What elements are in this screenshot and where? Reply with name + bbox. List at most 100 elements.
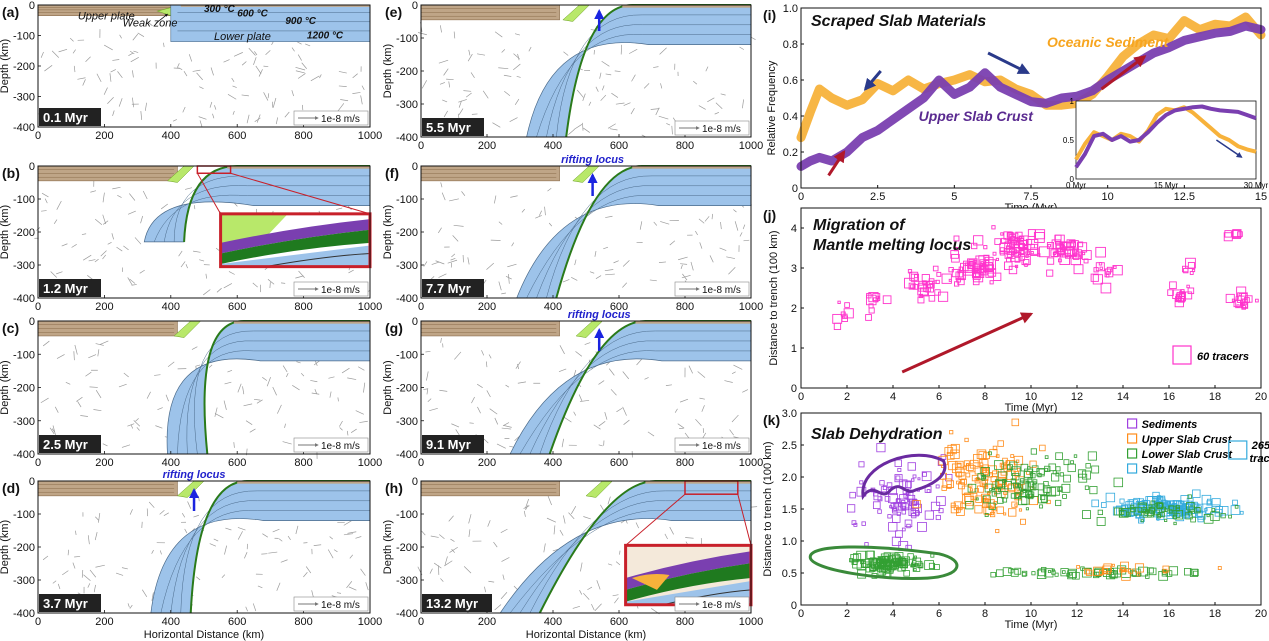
- velocity-vector: [129, 193, 136, 201]
- velocity-vector: [563, 515, 566, 524]
- velocity-vector: [568, 129, 575, 135]
- tracer-point-lower: [869, 565, 876, 573]
- velocity-vector: [616, 407, 623, 413]
- tracer-point: [1185, 257, 1196, 269]
- velocity-vector: [643, 83, 650, 89]
- x-tick-label: 800: [676, 616, 694, 628]
- velocity-vector: [449, 198, 459, 202]
- tracer-point: [910, 273, 919, 282]
- tracer-point-lower: [1021, 570, 1028, 577]
- tracer-point: [1046, 242, 1055, 250]
- tracer-point-upper: [981, 480, 986, 485]
- tracer-point-lower: [991, 487, 995, 491]
- velocity-vector: [338, 85, 347, 88]
- velocity-vector: [715, 102, 723, 109]
- tracer-point-upper: [946, 480, 954, 488]
- velocity-vector: [44, 198, 48, 204]
- velocity-vector: [137, 32, 145, 38]
- velocity-vector: [208, 364, 213, 368]
- tracer-point: [984, 256, 994, 266]
- x-axis-label: Time (Myr): [1005, 619, 1058, 631]
- tracer-point: [989, 280, 994, 285]
- x-tick-label: 12: [1071, 391, 1083, 403]
- velocity-vector: [467, 53, 473, 62]
- velocity-vector: [644, 377, 649, 380]
- velocity-vector: [605, 215, 613, 218]
- tracer-point: [1099, 266, 1103, 270]
- tracer-point-lower: [1030, 448, 1037, 455]
- velocity-vector: [268, 551, 278, 554]
- velocity-vector: [129, 604, 133, 609]
- svg-text:7.7 Myr: 7.7 Myr: [426, 281, 471, 296]
- velocity-vector: [140, 215, 144, 224]
- velocity-vector: [357, 366, 365, 371]
- velocity-vector: [90, 190, 97, 193]
- tracer-point-upper: [912, 499, 921, 509]
- velocity-vector: [660, 221, 670, 225]
- velocity-vector: [295, 525, 299, 535]
- velocity-vector: [56, 271, 63, 275]
- velocity-vector: [95, 564, 105, 568]
- tracer-point: [1095, 246, 1106, 258]
- y-tick-label: -400: [396, 449, 418, 461]
- velocity-vector: [505, 276, 512, 280]
- velocity-vector: [339, 427, 343, 431]
- tracer-point-lower: [1149, 567, 1157, 576]
- velocity-vector: [615, 102, 625, 105]
- velocity-vector: [501, 557, 510, 562]
- velocity-vector: [636, 358, 643, 366]
- trend-arrow: [1100, 55, 1147, 91]
- tracer-point-lower: [1082, 510, 1091, 519]
- velocity-vector: [292, 385, 300, 391]
- y-tick-label: 2.0: [782, 472, 797, 484]
- tracer-point: [1167, 289, 1174, 296]
- x-tick-label: 800: [294, 301, 312, 313]
- tracer-point-lower: [1060, 568, 1069, 577]
- x-tick-label: 7.5: [1023, 191, 1038, 203]
- velocity-vector: [88, 259, 96, 262]
- tracer-point-lower: [1031, 465, 1039, 473]
- tracer-point: [1003, 231, 1012, 240]
- velocity-vector: [441, 192, 446, 201]
- tracer-point-sed: [887, 514, 892, 519]
- tracer-point-lower: [1019, 480, 1030, 491]
- tracer-point-mantle: [1160, 503, 1167, 510]
- x-tick-label: 800: [676, 457, 694, 469]
- y-tick-label: 1.5: [782, 504, 797, 516]
- velocity-vector: [237, 383, 242, 393]
- x-tick-label: 2: [844, 608, 850, 620]
- x-tick-label: 800: [676, 140, 694, 152]
- tracer-point-upper: [950, 443, 960, 453]
- rifting-locus-label: rifting locus: [568, 309, 631, 321]
- velocity-vector: [193, 514, 199, 518]
- velocity-vector: [447, 259, 458, 264]
- velocity-vector: [630, 108, 635, 115]
- velocity-vector: [178, 67, 183, 70]
- y-axis-label: Depth (km): [0, 360, 11, 414]
- velocity-vector: [81, 569, 84, 578]
- velocity-vector: [223, 59, 230, 63]
- x-tick-label: 2: [844, 391, 850, 403]
- tracer-point-sed: [905, 481, 912, 488]
- velocity-vector: [461, 191, 466, 196]
- tracer-point-upper: [1013, 455, 1024, 466]
- tracer-point-sed: [892, 514, 901, 523]
- velocity-vector: [83, 574, 91, 582]
- velocity-vector: [97, 349, 100, 357]
- tracer-point-lower: [1012, 472, 1020, 481]
- y-tick-label: -400: [13, 293, 35, 305]
- velocity-vector: [244, 552, 248, 559]
- velocity-vector: [552, 548, 559, 552]
- tracer-point-sed: [901, 527, 906, 532]
- tracer-point-lower: [1085, 463, 1091, 469]
- tracer-point: [973, 235, 984, 246]
- velocity-vector: [93, 584, 96, 593]
- tracer-point: [1013, 250, 1019, 257]
- x-tick-label: 0: [798, 608, 804, 620]
- time-badge: 13.2 Myr: [422, 594, 492, 612]
- tracer-point: [1064, 247, 1075, 257]
- tracer-point-lower: [1068, 572, 1073, 576]
- velocity-vector: [176, 63, 180, 69]
- tracer-point-lower: [1011, 466, 1021, 476]
- tracer-point: [973, 266, 982, 275]
